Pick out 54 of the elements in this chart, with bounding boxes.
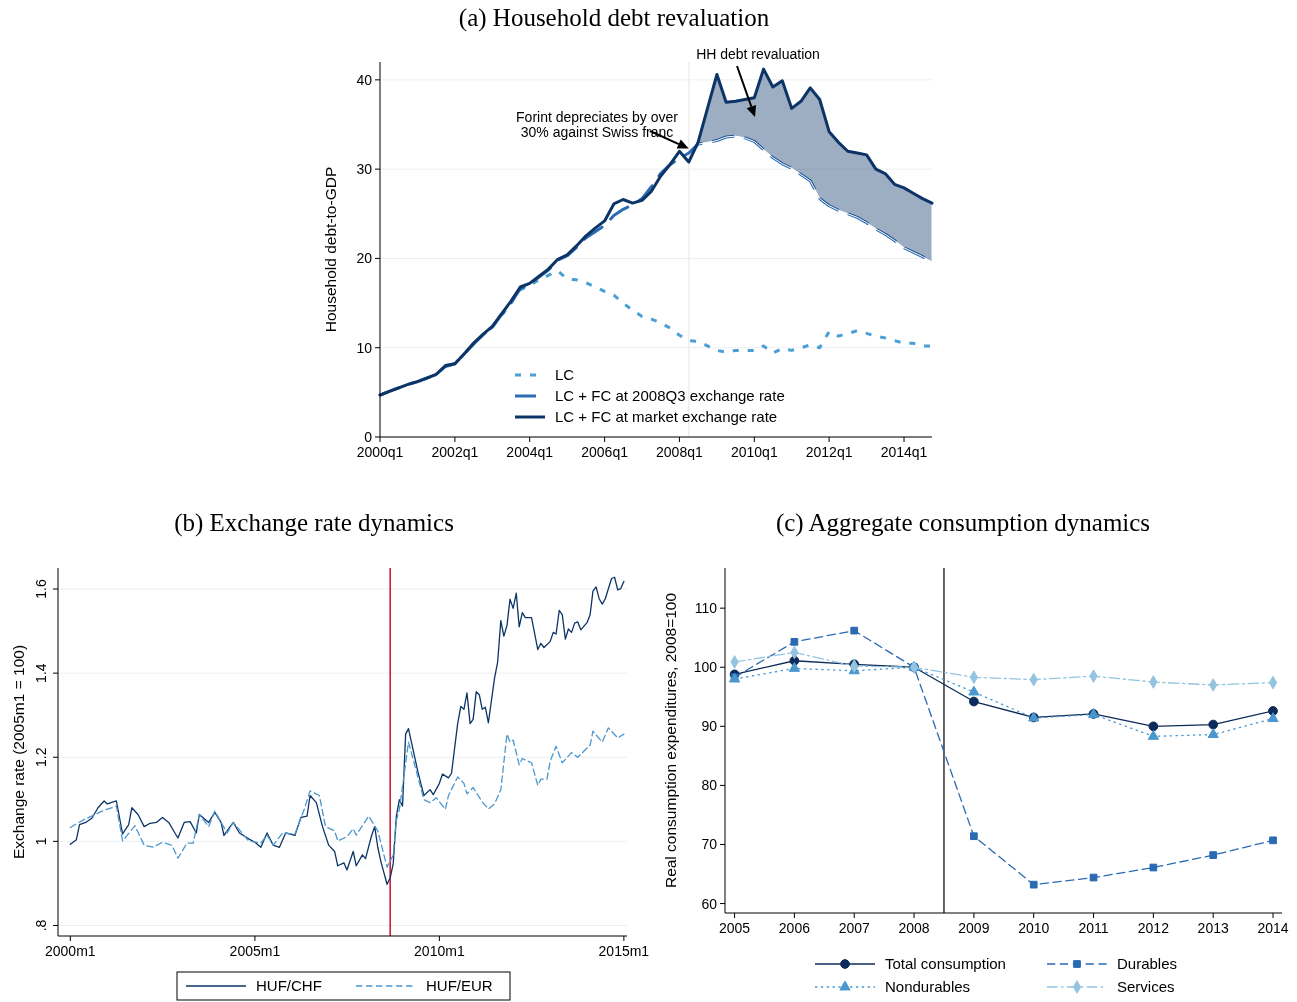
y-tick-label: 110 (694, 600, 718, 617)
y-tick-label: 30 (356, 161, 373, 178)
x-tick-label: 2006q1 (581, 444, 629, 460)
legend-label: Total consumption (885, 955, 1006, 972)
y-tick-label: 90 (701, 718, 718, 735)
x-tick-label: 2010q1 (730, 444, 778, 460)
legend-label: Nondurables (885, 978, 971, 995)
x-tick-label: 2013 (1197, 920, 1229, 936)
x-tick-label: 2008 (898, 920, 930, 936)
x-tick-label: 2008q1 (656, 444, 703, 460)
x-tick-label: 2015m1 (598, 943, 650, 959)
y-tick-label: 100 (693, 659, 718, 676)
chart-title: (c) Aggregate consumption dynamics (775, 509, 1151, 537)
x-tick-label: 2014 (1257, 920, 1289, 936)
y-tick-label: 40 (356, 71, 373, 88)
x-tick-label: 2004q1 (506, 444, 554, 460)
x-tick-label: 2000m1 (45, 943, 96, 959)
x-tick-label: 2005 (718, 920, 751, 936)
x-tick-label: 2012q1 (805, 444, 853, 460)
y-tick-label: 1.4 (33, 663, 49, 683)
x-tick-label: 2009 (958, 920, 990, 936)
y-tick-label: 0 (364, 429, 373, 445)
text: HH debt revaluation (696, 46, 820, 62)
y-tick-label: 20 (356, 250, 373, 267)
y-tick-label: 1 (33, 837, 49, 846)
chart-title: (a) Household debt revaluation (458, 4, 770, 32)
legend-label: HUF/EUR (426, 977, 493, 994)
legend-label: HUF/CHF (256, 977, 322, 994)
y-tick-label: .8 (33, 919, 49, 932)
x-tick-label: 2014q1 (880, 444, 928, 460)
y-axis-title: Real consumption expenditures, 2008=100 (662, 592, 679, 889)
legend-label: LC + FC at market exchange rate (555, 408, 778, 425)
x-tick-label: 2012 (1137, 920, 1170, 936)
legend-label: LC (555, 366, 575, 383)
x-tick-label: 2005m1 (229, 943, 281, 959)
legend-label: LC + FC at 2008Q3 exchange rate (555, 387, 785, 404)
x-tick-label: 2006 (778, 920, 811, 936)
x-tick-label: 2011 (1078, 920, 1109, 936)
chart-title: (b) Exchange rate dynamics (174, 509, 454, 537)
y-tick-label: 80 (701, 777, 718, 794)
x-tick-label: 2010 (1018, 920, 1050, 936)
x-tick-label: 2007 (838, 920, 871, 936)
y-tick-label: 1.2 (33, 747, 49, 767)
y-axis-title: Exchange rate (2005m1 = 100) (10, 644, 27, 860)
x-tick-label: 2000q1 (356, 444, 404, 460)
y-tick-label: 10 (356, 339, 373, 356)
legend-label: Services (1117, 978, 1175, 995)
legend-label: Durables (1117, 955, 1178, 972)
y-tick-label: 1.6 (33, 579, 49, 599)
x-tick-label: 2010m1 (414, 943, 465, 959)
x-tick-label: 2002q1 (431, 444, 479, 460)
y-tick-label: 60 (701, 895, 718, 912)
y-tick-label: 70 (701, 836, 718, 853)
y-axis-title: Household debt-to-GDP (322, 166, 339, 333)
